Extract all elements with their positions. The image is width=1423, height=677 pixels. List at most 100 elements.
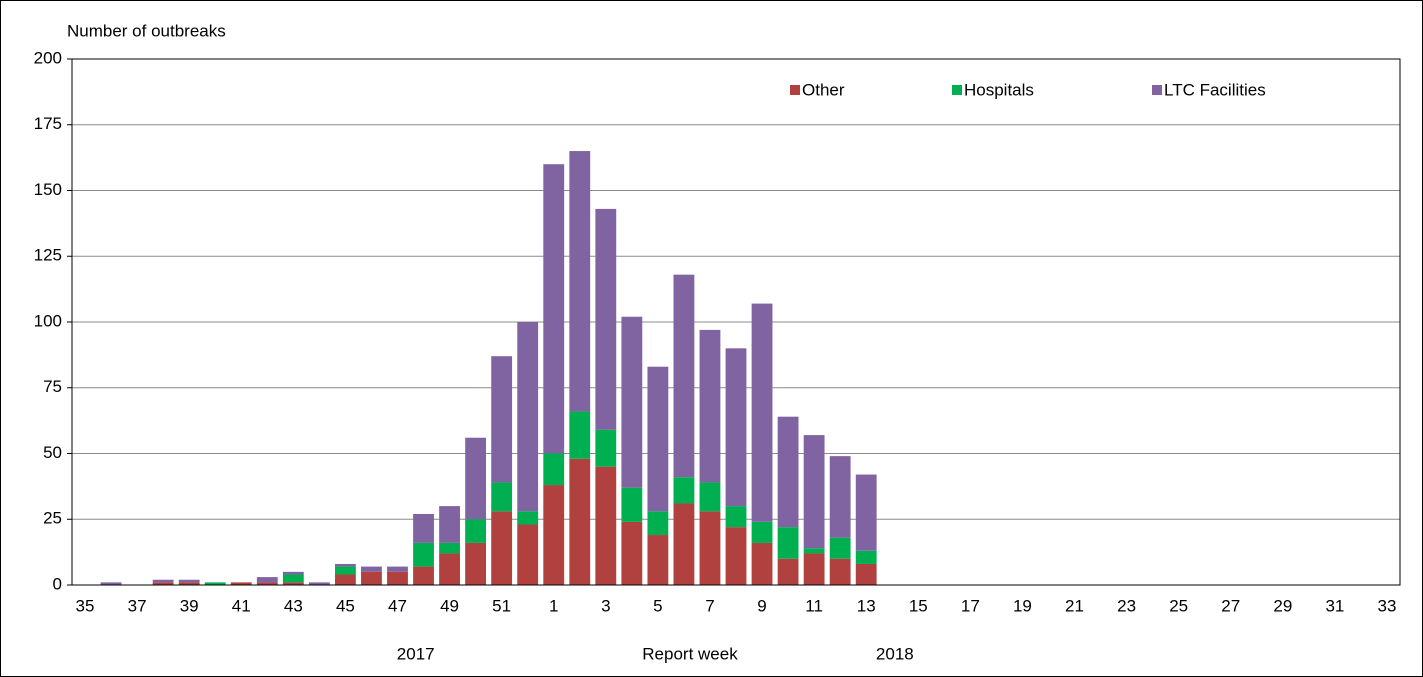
y-tick-label: 0	[53, 574, 62, 593]
bar-segment	[725, 348, 747, 507]
legend-swatch	[952, 85, 962, 95]
x-tick-label: 3	[601, 596, 610, 615]
bar-segment	[777, 527, 799, 559]
bar-segment	[569, 151, 591, 412]
legend-label: Hospitals	[964, 80, 1034, 99]
bar-segment	[256, 582, 278, 585]
bar-segment	[803, 553, 825, 585]
bar-segment	[282, 571, 304, 575]
x-tick-label: 7	[705, 596, 714, 615]
bar-segment	[152, 579, 174, 583]
x-axis-title: Report week	[642, 644, 738, 663]
bar-segment	[152, 582, 174, 585]
year-label: 2018	[876, 644, 914, 663]
bar-segment	[621, 316, 643, 488]
bar-segment	[647, 366, 669, 512]
bar-segment	[230, 582, 252, 585]
bar-segment	[647, 511, 669, 536]
bar-segment	[361, 571, 382, 585]
bar-segment	[282, 582, 304, 585]
bar-segment	[751, 542, 773, 585]
x-tick-label: 47	[388, 596, 407, 615]
bar-segment	[803, 548, 825, 554]
x-tick-label: 19	[1013, 596, 1032, 615]
x-tick-label: 23	[1117, 596, 1136, 615]
legend-swatch	[790, 85, 800, 95]
bar-segment	[334, 574, 356, 585]
y-tick-label: 150	[34, 180, 62, 199]
bar-segment	[725, 527, 747, 585]
x-tick-label: 31	[1325, 596, 1344, 615]
x-tick-label: 15	[909, 596, 928, 615]
bar-segment	[282, 574, 304, 583]
y-tick-label: 100	[34, 311, 62, 330]
x-tick-label: 51	[492, 596, 511, 615]
x-tick-label: 1	[549, 596, 558, 615]
x-tick-label: 27	[1221, 596, 1240, 615]
bar-segment	[829, 456, 851, 538]
bar-segment	[621, 487, 643, 522]
bar-segment	[569, 458, 591, 585]
y-tick-label: 125	[34, 246, 62, 265]
bar-segment	[829, 558, 851, 585]
x-tick-label: 11	[805, 596, 823, 615]
bar-segment	[725, 506, 747, 528]
bar-segment	[543, 453, 565, 486]
bar-segment	[699, 329, 721, 483]
bar-segment	[413, 566, 434, 585]
bar-segment	[595, 429, 617, 467]
bar-segment	[256, 577, 278, 583]
y-tick-label: 200	[34, 48, 62, 67]
bar-segment	[751, 521, 773, 543]
x-tick-label: 41	[232, 596, 251, 615]
x-tick-label: 43	[284, 596, 303, 615]
y-tick-label: 50	[43, 443, 62, 462]
x-tick-label: 17	[961, 596, 980, 615]
bar-segment	[334, 566, 356, 575]
bar-segment	[465, 519, 487, 543]
x-tick-label: 49	[440, 596, 459, 615]
bar-segment	[751, 303, 773, 522]
y-tick-label: 25	[43, 509, 62, 528]
bar-segment	[361, 566, 382, 572]
x-tick-label: 37	[128, 596, 147, 615]
bar-segment	[204, 582, 226, 585]
bar-segment	[491, 511, 513, 585]
bar-segment	[803, 435, 825, 549]
bar-segment	[334, 563, 356, 567]
bar-segment	[777, 416, 799, 528]
bar-segment	[621, 521, 643, 585]
bar-segment	[387, 571, 408, 585]
bar-segment	[855, 550, 877, 564]
bar-segment	[308, 582, 330, 585]
y-tick-label: 75	[43, 377, 62, 396]
year-label: 2017	[397, 644, 435, 663]
legend-swatch	[1152, 85, 1162, 95]
legend-label: LTC Facilities	[1164, 80, 1266, 99]
bar-segment	[699, 482, 721, 512]
bar-segment	[673, 477, 695, 504]
bar-segment	[465, 437, 487, 520]
bar-segment	[439, 542, 460, 554]
bar-segment	[517, 524, 539, 585]
legend-label: Other	[802, 80, 845, 99]
bar-segment	[829, 537, 851, 559]
bar-segment	[491, 356, 513, 483]
bar-segment	[543, 164, 565, 454]
x-tick-label: 9	[757, 596, 766, 615]
bar-segment	[100, 582, 122, 585]
bar-segment	[699, 511, 721, 585]
bar-segment	[413, 542, 434, 567]
bar-segment	[673, 503, 695, 585]
bar-segment	[595, 208, 617, 430]
bar-segment	[178, 582, 200, 585]
x-tick-label: 39	[180, 596, 199, 615]
x-tick-label: 35	[76, 596, 95, 615]
bar-segment	[465, 542, 487, 585]
y-axis-title: Number of outbreaks	[67, 21, 226, 40]
x-tick-label: 45	[336, 596, 355, 615]
bar-segment	[543, 485, 565, 585]
x-tick-label: 29	[1273, 596, 1292, 615]
bar-segment	[439, 506, 460, 543]
